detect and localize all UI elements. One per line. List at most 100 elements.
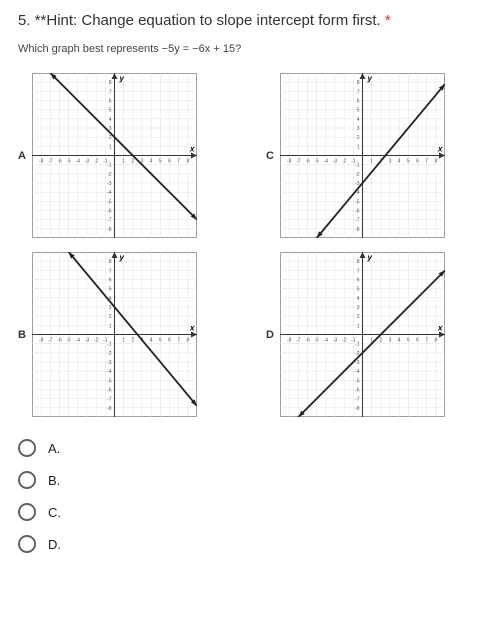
svg-text:-3: -3 <box>333 159 338 165</box>
svg-text:5: 5 <box>357 108 360 114</box>
options-list: A. B. C. D. <box>18 439 482 553</box>
svg-text:1: 1 <box>357 144 360 150</box>
svg-text:y: y <box>119 74 125 83</box>
svg-text:-8: -8 <box>355 406 360 412</box>
svg-text:3: 3 <box>389 338 392 344</box>
radio-icon[interactable] <box>18 535 36 553</box>
svg-text:2: 2 <box>131 338 134 344</box>
svg-text:-4: -4 <box>355 369 360 375</box>
svg-text:-1: -1 <box>355 163 360 169</box>
svg-text:-1: -1 <box>107 342 112 348</box>
graph-label: B <box>18 329 32 341</box>
answer-option[interactable]: B. <box>18 471 482 489</box>
svg-text:x: x <box>189 145 195 154</box>
svg-text:8: 8 <box>186 159 189 165</box>
svg-text:7: 7 <box>357 89 360 95</box>
svg-text:7: 7 <box>425 159 428 165</box>
svg-text:1: 1 <box>122 338 125 344</box>
svg-text:8: 8 <box>357 259 360 265</box>
question-hint: **Hint: Change equation to slope interce… <box>35 12 381 29</box>
graph-cell: A yx-8-8-7-7-6-6-5-5-4-4-3-3-2-2-1-11122… <box>18 73 234 238</box>
svg-text:-8: -8 <box>107 406 112 412</box>
svg-text:-2: -2 <box>107 172 112 178</box>
svg-text:5: 5 <box>407 159 410 165</box>
svg-text:-4: -4 <box>107 369 112 375</box>
svg-text:3: 3 <box>357 305 360 311</box>
svg-text:y: y <box>367 253 373 262</box>
svg-text:1: 1 <box>357 323 360 329</box>
svg-text:2: 2 <box>357 314 360 320</box>
svg-text:5: 5 <box>109 108 112 114</box>
svg-text:8: 8 <box>434 159 437 165</box>
graph-cell: B yx-8-8-7-7-6-6-5-5-4-4-3-3-2-2-1-11122… <box>18 252 234 417</box>
svg-text:-2: -2 <box>94 338 99 344</box>
question-subtitle: Which graph best represents −5y = −6x + … <box>18 43 482 55</box>
svg-text:4: 4 <box>150 338 153 344</box>
svg-text:8: 8 <box>357 80 360 86</box>
svg-text:-6: -6 <box>305 338 310 344</box>
svg-text:-7: -7 <box>107 218 112 224</box>
radio-icon[interactable] <box>18 503 36 521</box>
svg-text:2: 2 <box>357 135 360 141</box>
svg-text:-8: -8 <box>39 159 44 165</box>
answer-option[interactable]: A. <box>18 439 482 457</box>
svg-text:-4: -4 <box>107 190 112 196</box>
graph-box: yx-8-8-7-7-6-6-5-5-4-4-3-3-2-2-1-1112233… <box>280 252 445 417</box>
svg-text:-8: -8 <box>355 227 360 233</box>
graph-label: A <box>18 150 32 162</box>
svg-text:6: 6 <box>109 278 112 284</box>
svg-text:-2: -2 <box>342 338 347 344</box>
svg-text:7: 7 <box>357 268 360 274</box>
graphs-grid: A yx-8-8-7-7-6-6-5-5-4-4-3-3-2-2-1-11122… <box>18 73 482 417</box>
svg-text:-4: -4 <box>76 338 81 344</box>
svg-text:-7: -7 <box>48 338 53 344</box>
svg-text:-6: -6 <box>107 209 112 215</box>
graph-label: C <box>266 150 280 162</box>
graph-svg: yx-8-8-7-7-6-6-5-5-4-4-3-3-2-2-1-1112233… <box>32 252 197 417</box>
option-label: D. <box>48 537 61 552</box>
svg-text:-7: -7 <box>296 338 301 344</box>
svg-text:-5: -5 <box>314 338 319 344</box>
svg-text:6: 6 <box>357 99 360 105</box>
svg-text:4: 4 <box>398 159 401 165</box>
svg-text:7: 7 <box>109 89 112 95</box>
graph-svg: yx-8-8-7-7-6-6-5-5-4-4-3-3-2-2-1-1112233… <box>280 73 445 238</box>
radio-icon[interactable] <box>18 471 36 489</box>
question-number: 5. <box>18 12 31 29</box>
svg-text:5: 5 <box>159 338 162 344</box>
option-label: B. <box>48 473 60 488</box>
svg-text:y: y <box>367 74 373 83</box>
svg-text:3: 3 <box>389 159 392 165</box>
svg-text:-5: -5 <box>314 159 319 165</box>
svg-text:2: 2 <box>109 314 112 320</box>
svg-text:-8: -8 <box>287 338 292 344</box>
svg-text:1: 1 <box>109 323 112 329</box>
svg-text:-2: -2 <box>342 159 347 165</box>
svg-text:4: 4 <box>109 117 112 123</box>
answer-option[interactable]: C. <box>18 503 482 521</box>
svg-text:-8: -8 <box>39 338 44 344</box>
svg-text:-5: -5 <box>107 378 112 384</box>
svg-text:5: 5 <box>159 159 162 165</box>
graph-box: yx-8-8-7-7-6-6-5-5-4-4-3-3-2-2-1-1112233… <box>280 73 445 238</box>
svg-text:-7: -7 <box>107 397 112 403</box>
svg-text:7: 7 <box>425 338 428 344</box>
svg-text:6: 6 <box>416 159 419 165</box>
svg-text:6: 6 <box>416 338 419 344</box>
graph-label: D <box>266 329 280 341</box>
svg-text:-1: -1 <box>107 163 112 169</box>
svg-text:-7: -7 <box>355 218 360 224</box>
svg-text:4: 4 <box>398 338 401 344</box>
radio-icon[interactable] <box>18 439 36 457</box>
svg-text:6: 6 <box>168 159 171 165</box>
graph-cell: D yx-8-8-7-7-6-6-5-5-4-4-3-3-2-2-1-11122… <box>266 252 482 417</box>
svg-text:-5: -5 <box>355 199 360 205</box>
svg-text:-6: -6 <box>305 159 310 165</box>
svg-text:-8: -8 <box>287 159 292 165</box>
svg-text:2: 2 <box>109 135 112 141</box>
svg-text:-2: -2 <box>107 351 112 357</box>
svg-text:-2: -2 <box>94 159 99 165</box>
answer-option[interactable]: D. <box>18 535 482 553</box>
svg-text:2: 2 <box>131 159 134 165</box>
required-asterisk: * <box>385 12 391 29</box>
